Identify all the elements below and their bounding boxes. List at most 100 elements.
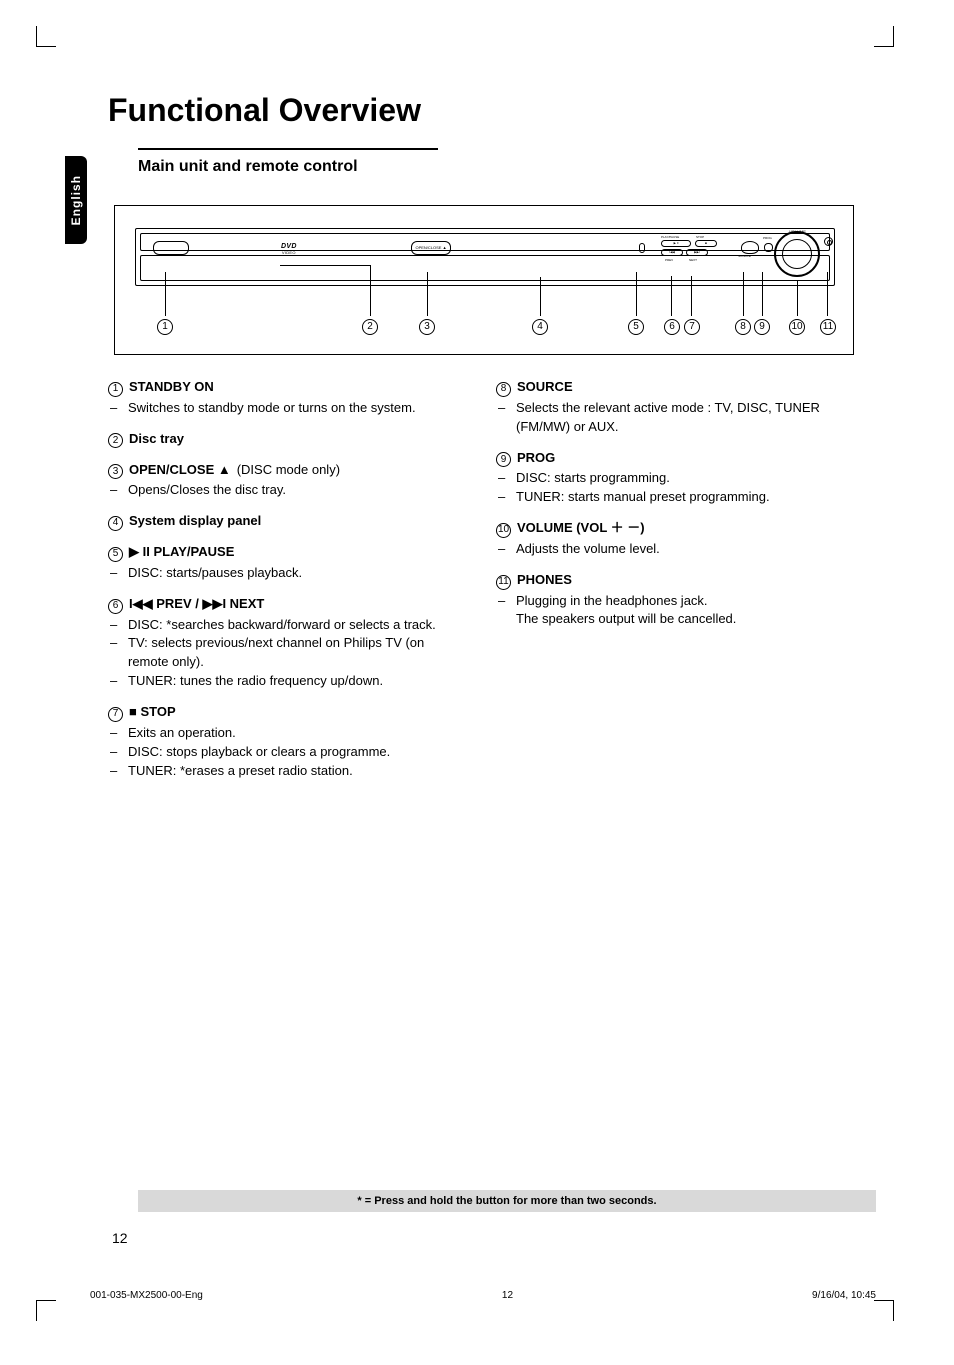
bullet-dash: – — [110, 672, 120, 691]
source-button — [741, 241, 759, 254]
callout-6: 6 — [664, 319, 680, 335]
ir-sensor — [639, 243, 645, 253]
bullet-dash: – — [110, 481, 120, 500]
bullet-text: DISC: *searches backward/forward or sele… — [128, 616, 468, 635]
callout-5: 5 — [628, 319, 644, 335]
bullet-dash: – — [110, 634, 120, 672]
description-item: 11 PHONES–Plugging in the headphones jack… — [496, 571, 856, 630]
device-front-panel: DVD VIDEO OPEN/CLOSE ▲ PLAY/PAUSE STOP ▶… — [135, 228, 835, 286]
play-pause-button: ▶ II — [661, 240, 691, 247]
item-head: 7 ■ STOP — [108, 703, 468, 722]
bullet-text: DISC: starts/pauses playback. — [128, 564, 468, 583]
item-bullet: –Exits an operation. — [108, 724, 468, 743]
bullet-text: TUNER: *erases a preset radio station. — [128, 762, 468, 781]
item-bullet: –TUNER: starts manual preset programming… — [496, 488, 856, 507]
description-item: 5▶ II PLAY/PAUSE–DISC: starts/pauses pla… — [108, 543, 468, 583]
description-item: 3OPEN/CLOSE ▲ (DISC mode only)–Opens/Clo… — [108, 461, 468, 501]
bullet-text: TUNER: starts manual preset programming. — [516, 488, 856, 507]
description-item: 9PROG–DISC: starts programming.–TUNER: s… — [496, 449, 856, 508]
bullet-text: Exits an operation. — [128, 724, 468, 743]
title-rule — [138, 148, 438, 150]
description-item: 8SOURCE –Selects the relevant active mode… — [496, 378, 856, 437]
bullet-text: Opens/Closes the disc tray. — [128, 481, 468, 500]
item-head: 4System display panel — [108, 512, 468, 531]
stop-button: ■ — [695, 240, 717, 247]
description-item: 4System display panel — [108, 512, 468, 531]
item-title: ▶ II PLAY/PAUSE — [129, 543, 234, 562]
item-head: 8SOURCE — [496, 378, 856, 397]
item-title: I◀◀ PREV / ▶▶I NEXT — [129, 595, 264, 614]
cluster-stop-label: STOP — [696, 235, 704, 239]
callout-3: 3 — [419, 319, 435, 335]
item-bullet: –DISC: starts programming. — [496, 469, 856, 488]
callout-1: 1 — [157, 319, 173, 335]
item-number: 4 — [108, 516, 123, 531]
bullet-dash: – — [110, 564, 120, 583]
item-title-extra: (DISC mode only) — [237, 461, 340, 480]
page-title: Functional Overview — [108, 92, 421, 129]
item-head: 10 VOLUME (VOL ＋ －) — [496, 519, 856, 538]
dvd-logo-text: DVD — [281, 243, 297, 250]
item-title: ■ STOP — [129, 703, 176, 722]
right-column: 8SOURCE–Selects the relevant active mode… — [496, 378, 856, 792]
page-number: 12 — [112, 1230, 128, 1246]
item-head: 11 PHONES — [496, 571, 856, 590]
crop-mark — [16, 1281, 56, 1321]
item-head: 3OPEN/CLOSE ▲ (DISC mode only) — [108, 461, 468, 480]
callout-2: 2 — [362, 319, 378, 335]
description-item: 6I◀◀ PREV / ▶▶I NEXT–DISC: *searches bac… — [108, 595, 468, 691]
item-bullet: –DISC: stops playback or clears a progra… — [108, 743, 468, 762]
footer-right: 9/16/04, 10:45 — [812, 1290, 876, 1301]
description-item: 10 VOLUME (VOL ＋ －) –Adjusts the volume le… — [496, 519, 856, 559]
bullet-text: TV: selects previous/next channel on Phi… — [128, 634, 468, 672]
callout-leader — [743, 272, 744, 316]
item-head: 1STANDBY ON — [108, 378, 468, 397]
callout-11: 11 — [820, 319, 836, 335]
bullet-text: DISC: stops playback or clears a program… — [128, 743, 468, 762]
device-bottom-strip — [140, 255, 830, 281]
standby-button — [153, 241, 189, 255]
item-head: 6 I◀◀ PREV / ▶▶I NEXT — [108, 595, 468, 614]
callout-leader — [827, 272, 828, 316]
callout-10: 10 — [789, 319, 805, 335]
language-tab: English — [65, 156, 87, 244]
volume-knob — [774, 231, 820, 277]
item-number: 6 — [108, 599, 123, 614]
item-number: 10 — [496, 523, 511, 538]
item-title: VOLUME (VOL ＋ －) — [517, 519, 645, 538]
item-number: 8 — [496, 382, 511, 397]
item-bullet: –TV: selects previous/next channel on Ph… — [108, 634, 468, 672]
bullet-text: TUNER: tunes the radio frequency up/down… — [128, 672, 468, 691]
item-title: STANDBY ON — [129, 378, 214, 397]
section-subtitle: Main unit and remote control — [138, 158, 358, 176]
bullet-continuation: The speakers output will be cancelled. — [496, 610, 856, 629]
callout-leader — [427, 272, 428, 316]
item-bullet: –TUNER: tunes the radio frequency up/dow… — [108, 672, 468, 691]
callout-leader — [165, 272, 166, 316]
bullet-text: Selects the relevant active mode : TV, D… — [516, 399, 856, 437]
item-bullet: –DISC: starts/pauses playback. — [108, 564, 468, 583]
callout-leader — [636, 272, 637, 316]
bullet-text: DISC: starts programming. — [516, 469, 856, 488]
item-head: 9PROG — [496, 449, 856, 468]
item-bullet: –TUNER: *erases a preset radio station. — [108, 762, 468, 781]
bullet-dash: – — [498, 592, 508, 611]
device-diagram: DVD VIDEO OPEN/CLOSE ▲ PLAY/PAUSE STOP ▶… — [114, 205, 854, 355]
item-bullet: –Selects the relevant active mode : TV, … — [496, 399, 856, 437]
bullet-text: Plugging in the headphones jack. — [516, 592, 856, 611]
item-bullet: –Switches to standby mode or turns on th… — [108, 399, 468, 418]
item-bullet: –Adjusts the volume level. — [496, 540, 856, 559]
description-columns: 1STANDBY ON–Switches to standby mode or … — [108, 378, 858, 792]
item-number: 2 — [108, 433, 123, 448]
dvd-logo: DVD VIDEO — [281, 243, 297, 255]
item-bullet: –DISC: *searches backward/forward or sel… — [108, 616, 468, 635]
phones-jack — [824, 237, 833, 246]
bullet-dash: – — [498, 540, 508, 559]
bullet-text: Switches to standby mode or turns on the… — [128, 399, 468, 418]
description-item: 1STANDBY ON –Switches to standby mode or … — [108, 378, 468, 418]
callout-leader — [762, 272, 763, 316]
cluster-playpause-label: PLAY/PAUSE — [661, 235, 679, 239]
item-number: 7 — [108, 707, 123, 722]
item-title: PHONES — [517, 571, 572, 590]
item-number: 11 — [496, 575, 511, 590]
